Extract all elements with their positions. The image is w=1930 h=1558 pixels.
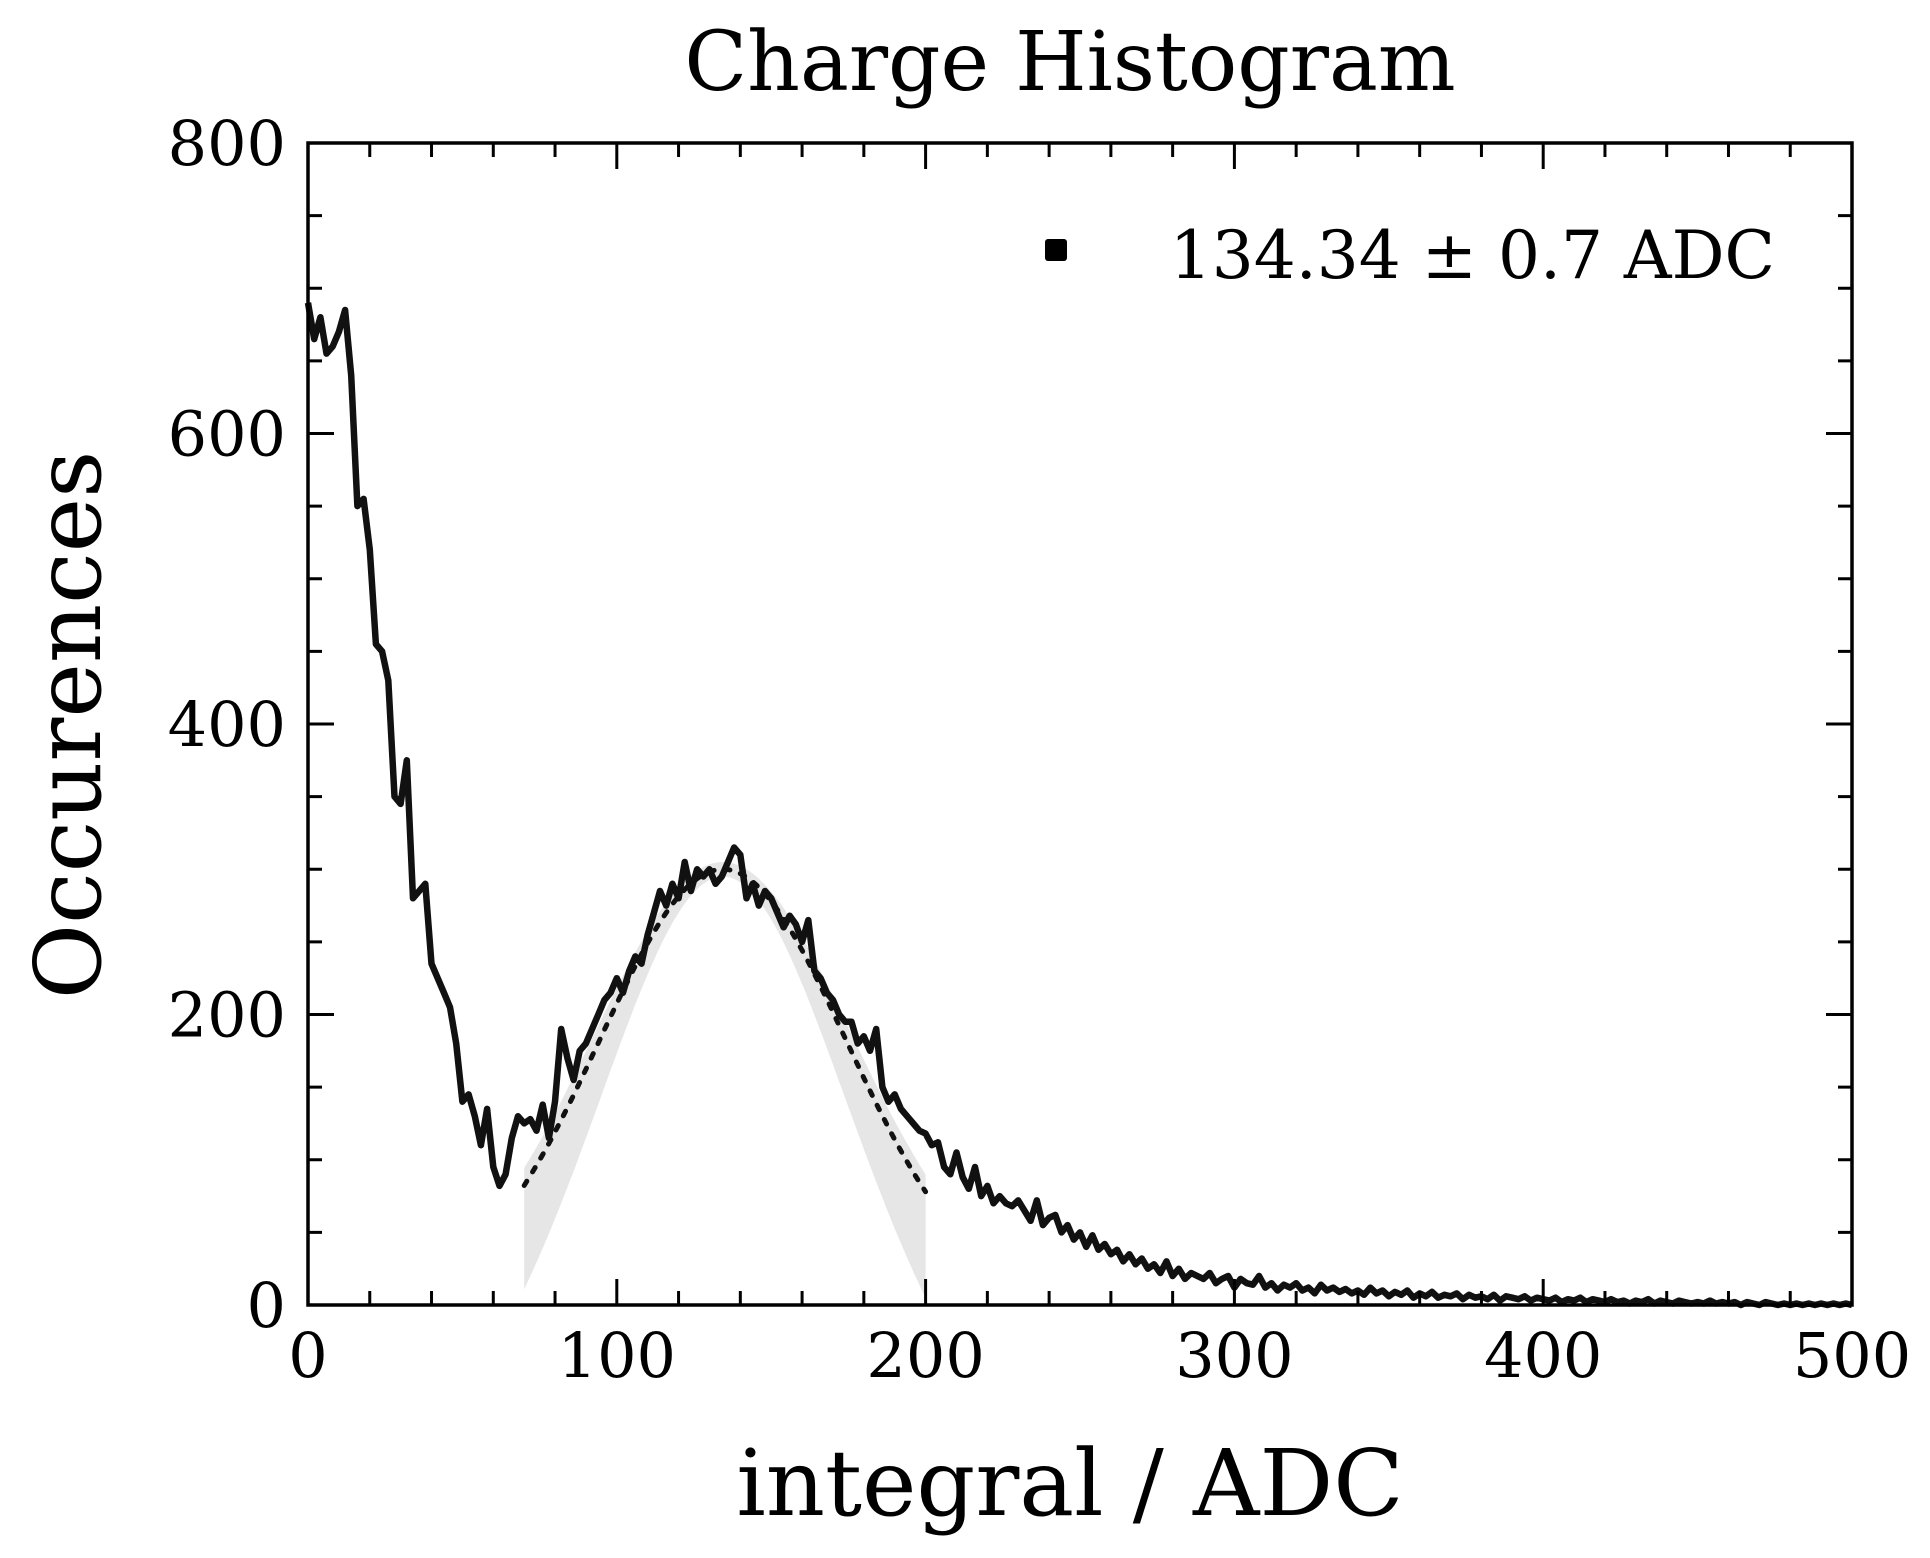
histogram-line [304, 302, 1853, 1309]
plot-area [304, 302, 1853, 1309]
plot-frame [306, 141, 1854, 1307]
legend-entry-label: 134.34 ± 0.7 ADC [1170, 217, 1775, 294]
y-tick-label: 600 [168, 398, 286, 471]
y-tick-label: 800 [168, 107, 286, 180]
legend: 134.34 ± 0.7 ADC [1045, 217, 1775, 294]
x-tick-label: 0 [288, 1319, 327, 1392]
legend-marker [1045, 239, 1067, 261]
y-axis-label: Occurences [15, 451, 122, 1000]
x-tick-label: 400 [1484, 1319, 1602, 1392]
y-tick-label: 200 [168, 979, 286, 1052]
x-axis-label: integral / ADC [736, 1430, 1403, 1537]
x-tick-label: 100 [558, 1319, 676, 1392]
x-tick-label: 200 [866, 1319, 984, 1392]
y-tick-label: 400 [168, 688, 286, 761]
fit-uncertainty-band [524, 862, 926, 1298]
y-tick-label: 0 [247, 1269, 286, 1342]
axis-tick-labels: 0 100 200 300 400 500 0 200 400 600 800 [168, 107, 1912, 1392]
chart-title: Charge Histogram [684, 15, 1455, 110]
x-tick-label: 500 [1793, 1319, 1911, 1392]
axis-ticks [306, 141, 1854, 1307]
x-tick-label: 300 [1175, 1319, 1293, 1392]
